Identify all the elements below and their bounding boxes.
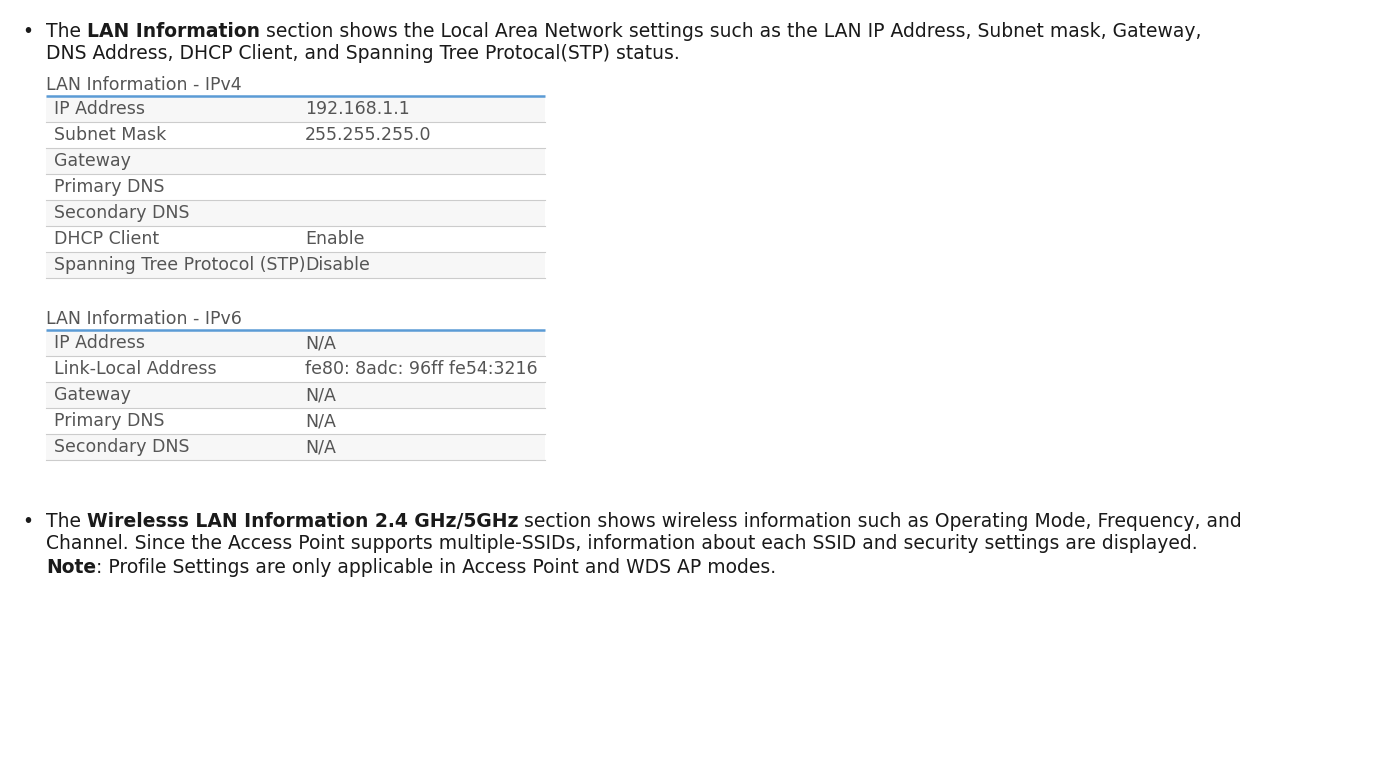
Text: section shows wireless information such as Operating Mode, Frequency, and: section shows wireless information such … — [518, 512, 1242, 531]
Bar — [46, 148, 545, 174]
Text: Secondary DNS: Secondary DNS — [55, 438, 189, 456]
Text: IP Address: IP Address — [55, 334, 146, 352]
Text: Disable: Disable — [305, 256, 370, 274]
Text: Subnet Mask: Subnet Mask — [55, 126, 167, 144]
Text: Secondary DNS: Secondary DNS — [55, 204, 189, 222]
Bar — [46, 330, 545, 356]
Text: N/A: N/A — [305, 412, 336, 430]
Text: Primary DNS: Primary DNS — [55, 178, 165, 196]
Bar — [46, 122, 545, 148]
Text: LAN Information: LAN Information — [87, 22, 260, 41]
Bar — [46, 226, 545, 252]
Text: Primary DNS: Primary DNS — [55, 412, 165, 430]
Bar — [46, 382, 545, 408]
Text: section shows the Local Area Network settings such as the LAN IP Address, Subnet: section shows the Local Area Network set… — [260, 22, 1201, 41]
Text: LAN Information - IPv6: LAN Information - IPv6 — [46, 310, 242, 328]
Text: N/A: N/A — [305, 438, 336, 456]
Text: Note: Note — [46, 558, 97, 577]
Text: The: The — [46, 512, 87, 531]
Text: •: • — [22, 22, 34, 41]
Text: N/A: N/A — [305, 386, 336, 404]
Text: 192.168.1.1: 192.168.1.1 — [305, 100, 410, 118]
Text: fe80: 8adc: 96ff fe54:3216: fe80: 8adc: 96ff fe54:3216 — [305, 360, 538, 378]
Text: •: • — [22, 512, 34, 531]
Text: 255.255.255.0: 255.255.255.0 — [305, 126, 431, 144]
Bar — [46, 356, 545, 382]
Bar — [46, 174, 545, 200]
Bar — [46, 252, 545, 278]
Text: Wirelesss LAN Information 2.4 GHz/5GHz: Wirelesss LAN Information 2.4 GHz/5GHz — [87, 512, 518, 531]
Bar — [46, 434, 545, 460]
Bar — [46, 408, 545, 434]
Text: Channel. Since the Access Point supports multiple-SSIDs, information about each : Channel. Since the Access Point supports… — [46, 534, 1197, 553]
Text: DNS Address, DHCP Client, and Spanning Tree Protocal(STP) status.: DNS Address, DHCP Client, and Spanning T… — [46, 44, 680, 63]
Text: DHCP Client: DHCP Client — [55, 230, 160, 248]
Bar — [46, 200, 545, 226]
Text: LAN Information - IPv4: LAN Information - IPv4 — [46, 76, 242, 94]
Text: The: The — [46, 22, 87, 41]
Text: Gateway: Gateway — [55, 152, 130, 170]
Bar — [46, 96, 545, 122]
Text: Link-Local Address: Link-Local Address — [55, 360, 217, 378]
Text: IP Address: IP Address — [55, 100, 146, 118]
Text: N/A: N/A — [305, 334, 336, 352]
Text: : Profile Settings are only applicable in Access Point and WDS AP modes.: : Profile Settings are only applicable i… — [97, 558, 776, 577]
Text: Enable: Enable — [305, 230, 364, 248]
Text: Gateway: Gateway — [55, 386, 130, 404]
Text: Spanning Tree Protocol (STP): Spanning Tree Protocol (STP) — [55, 256, 305, 274]
